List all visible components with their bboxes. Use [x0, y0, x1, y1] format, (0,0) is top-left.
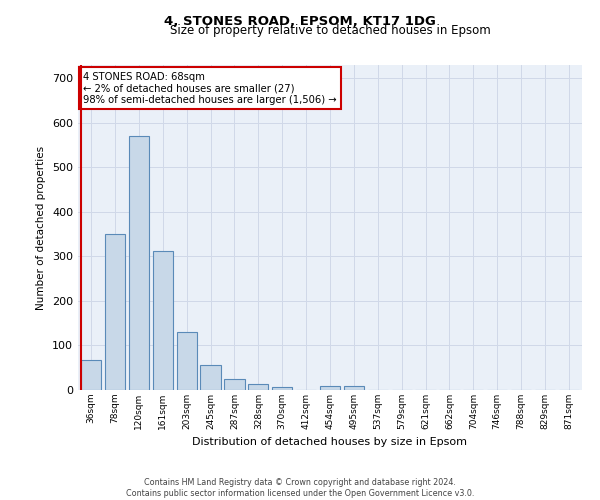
Bar: [320, 386, 340, 390]
Text: 4, STONES ROAD, EPSOM, KT17 1DG: 4, STONES ROAD, EPSOM, KT17 1DG: [164, 15, 436, 28]
Text: Contains HM Land Registry data © Crown copyright and database right 2024.
Contai: Contains HM Land Registry data © Crown c…: [126, 478, 474, 498]
Bar: [81, 360, 101, 390]
Bar: [224, 379, 245, 390]
Bar: [129, 136, 149, 390]
Bar: [272, 387, 292, 390]
Bar: [248, 384, 268, 390]
Bar: [176, 332, 197, 390]
Text: 4 STONES ROAD: 68sqm
← 2% of detached houses are smaller (27)
98% of semi-detach: 4 STONES ROAD: 68sqm ← 2% of detached ho…: [83, 72, 337, 104]
Y-axis label: Number of detached properties: Number of detached properties: [37, 146, 46, 310]
Bar: [200, 364, 221, 390]
Bar: [152, 250, 173, 390]
X-axis label: Distribution of detached houses by size in Epsom: Distribution of detached houses by size …: [193, 438, 467, 448]
Title: Size of property relative to detached houses in Epsom: Size of property relative to detached ho…: [170, 24, 490, 38]
Bar: [105, 234, 125, 390]
Bar: [344, 386, 364, 390]
